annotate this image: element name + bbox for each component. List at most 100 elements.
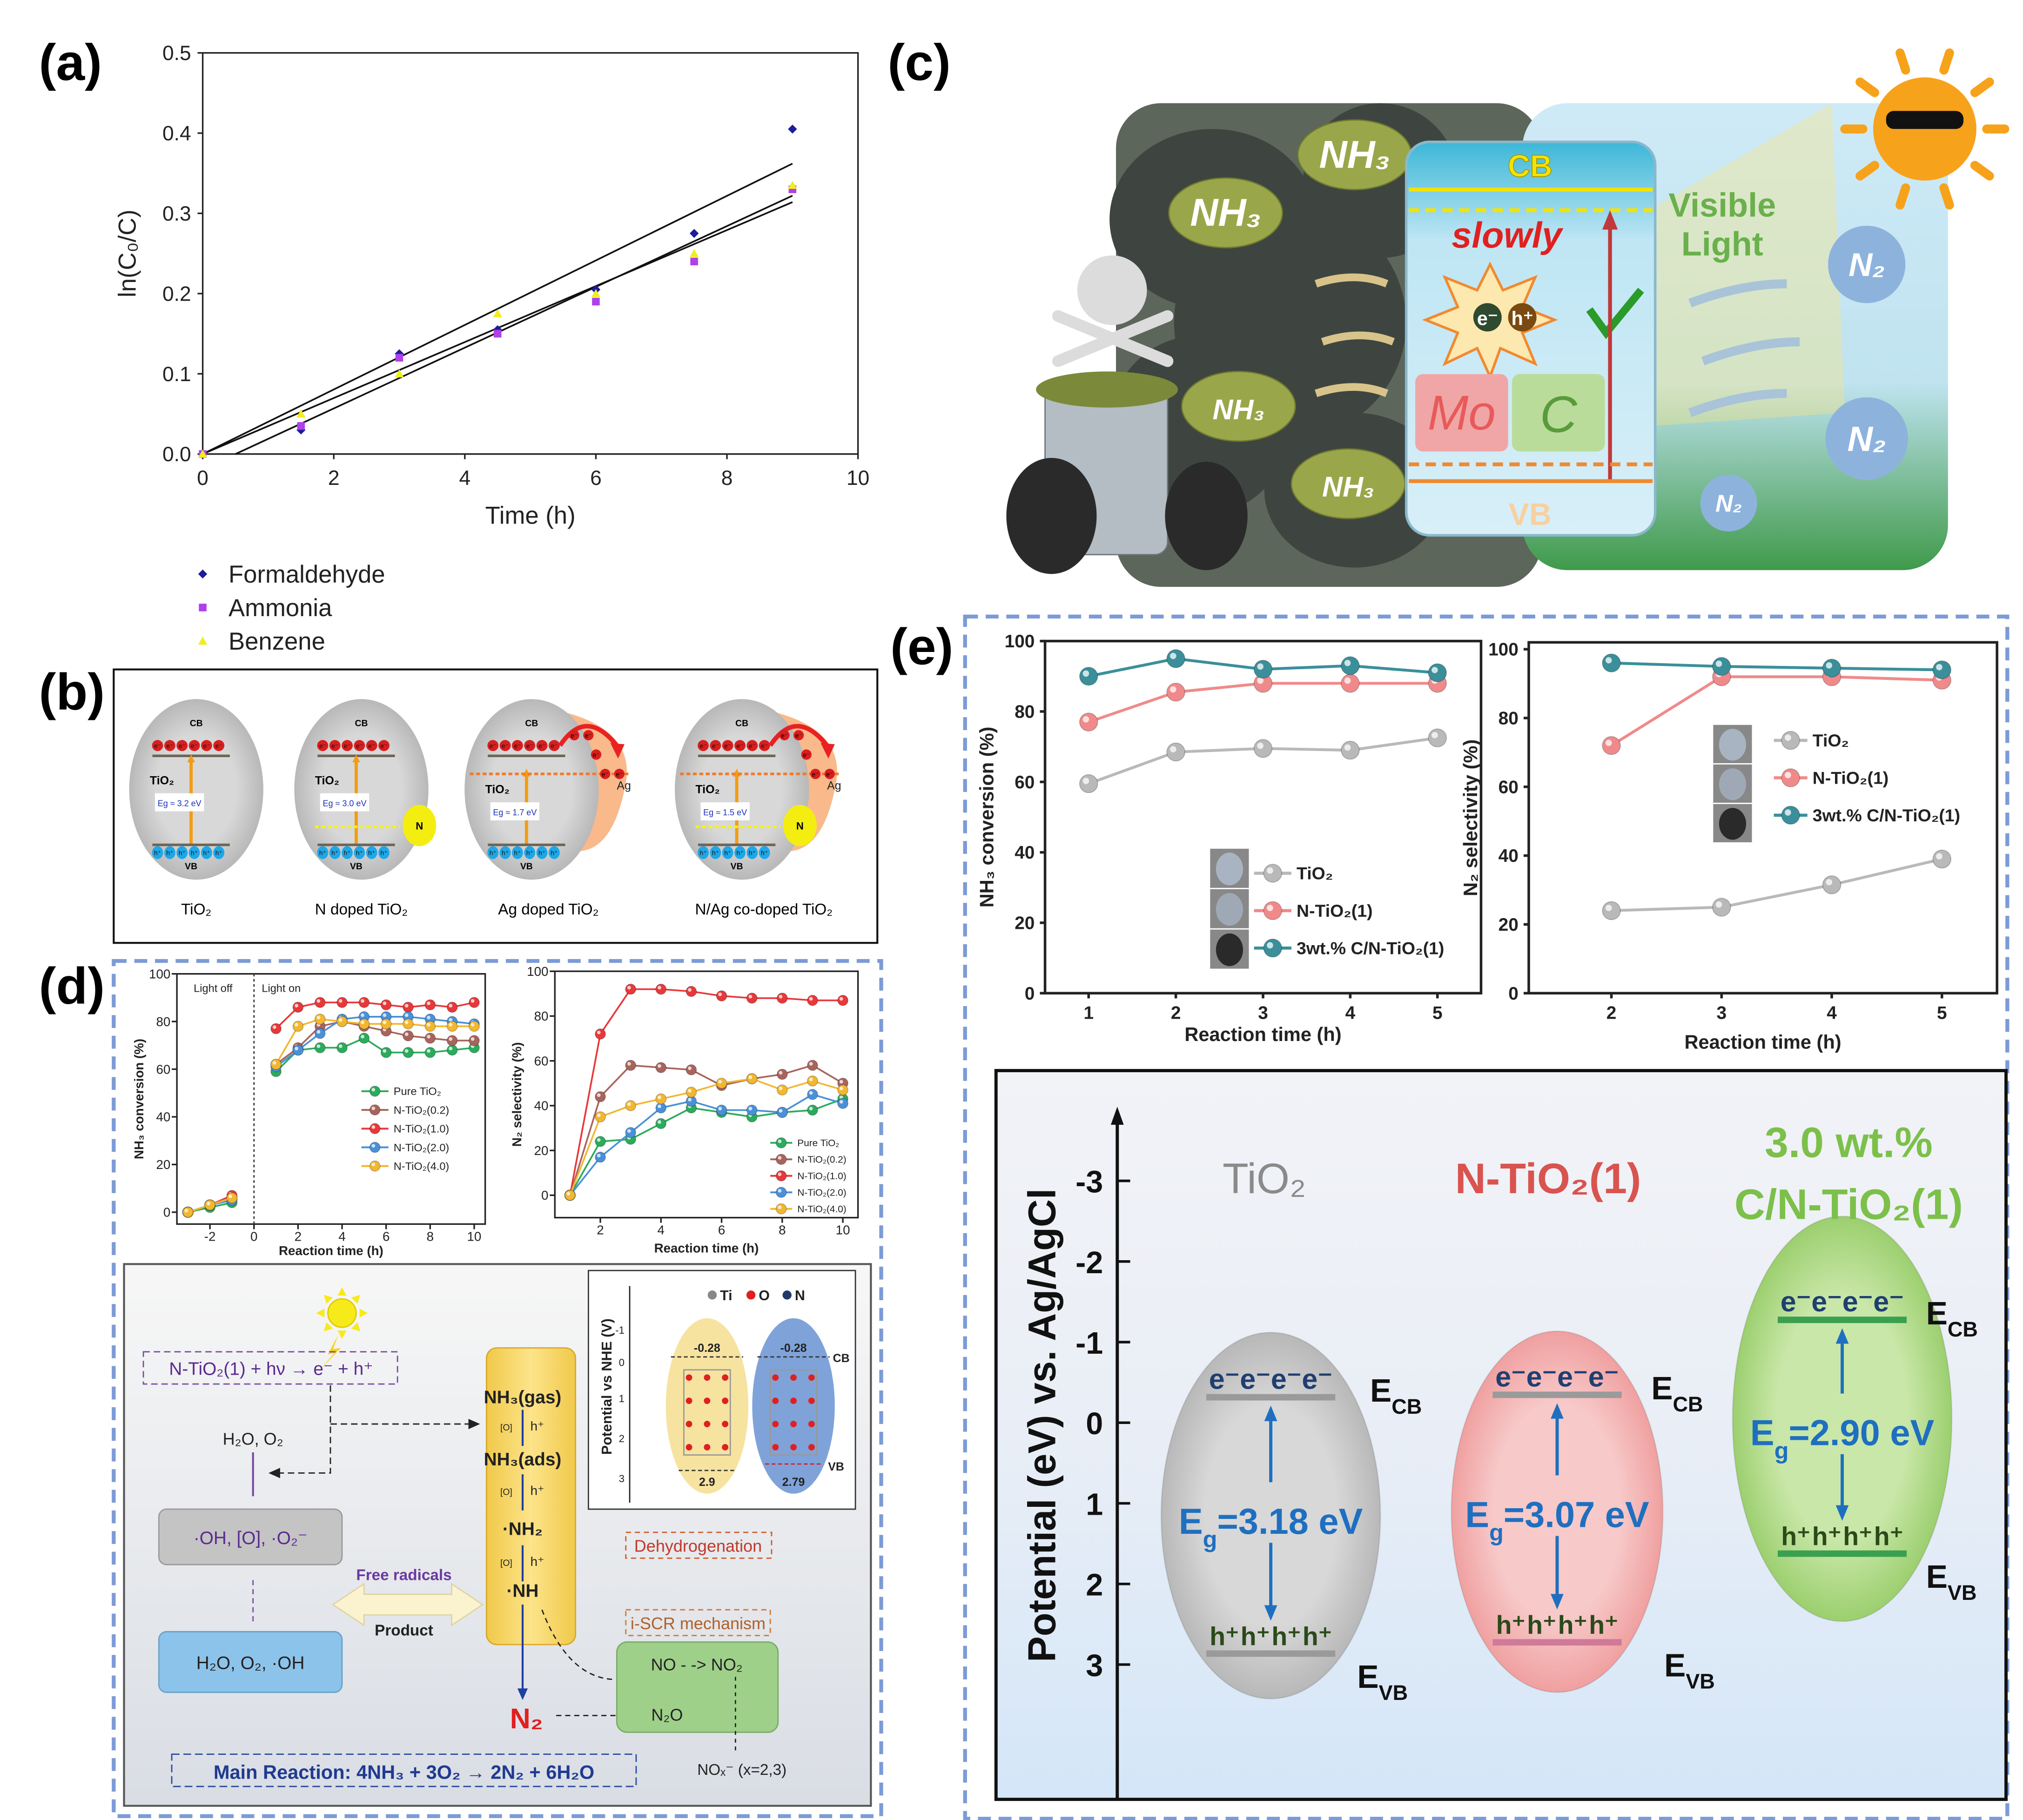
marker-body <box>625 983 637 995</box>
ecb-label-part: CB <box>1948 1317 1978 1341</box>
marker-highlight <box>295 1004 298 1007</box>
marker-highlight <box>272 1061 276 1065</box>
sun-ray <box>323 1295 333 1304</box>
source-box <box>158 1631 343 1693</box>
marker-highlight <box>316 1030 321 1034</box>
legend-marker <box>1263 939 1283 958</box>
panel-d-frame <box>112 959 883 1818</box>
marker-highlight <box>272 1025 276 1029</box>
o-atom <box>704 1374 711 1381</box>
hole-label: h⁺ <box>368 849 375 857</box>
excitation-equation: N-TiO₂(1) + hν → e⁻ + h⁺ <box>169 1359 373 1379</box>
x-tick-label: 6 <box>590 467 602 490</box>
legend-marker <box>775 1187 787 1198</box>
sun-ray <box>1895 48 1910 75</box>
marker-highlight <box>658 1095 661 1100</box>
o-atom <box>704 1421 711 1427</box>
double-arrow <box>332 1583 484 1627</box>
data-point <box>1341 656 1360 675</box>
cb-label: CB <box>833 1352 850 1365</box>
sun-ray <box>351 1322 361 1331</box>
plot-frame <box>1527 641 1998 995</box>
arrow-head-icon <box>610 743 625 759</box>
transferred-electron <box>583 730 594 741</box>
series-line <box>275 1037 475 1072</box>
data-point <box>686 1087 697 1098</box>
y-axis-label: Potential (eV) vs. Ag/AgCl <box>1021 1189 1064 1662</box>
cb-edge <box>1206 1394 1336 1401</box>
marker-body <box>1712 657 1731 676</box>
y-tick-label: 2 <box>1086 1568 1103 1603</box>
eg-label: Eg ≈ 3.2 eV <box>158 799 202 808</box>
radicals-box <box>158 1508 343 1565</box>
data-point <box>788 181 797 189</box>
data-point <box>424 999 436 1011</box>
o-atom <box>790 1397 797 1404</box>
panel-c-illustration: NH₃ NH₃ NH₃ NH₃ CB slowly e⁻ h⁺ Mo C VB VisibleLigh… <box>1006 48 2010 587</box>
marker-body <box>775 1203 787 1215</box>
vb-label: VB <box>350 861 363 872</box>
fit-line <box>235 195 793 455</box>
data-point <box>1428 728 1447 747</box>
marker-body <box>775 1137 787 1148</box>
electron-label: e⁻ <box>571 732 578 739</box>
hole <box>548 846 560 860</box>
marker-highlight <box>839 997 843 1001</box>
transferred-electron <box>614 768 625 779</box>
marker-highlight <box>627 1102 631 1106</box>
marker-highlight <box>449 1004 453 1007</box>
vb-label: VB <box>1509 497 1552 532</box>
o-atom <box>686 1397 692 1404</box>
crystal-lattice <box>683 1369 731 1456</box>
nh3-cloud <box>1181 370 1296 442</box>
marker-highlight <box>470 999 475 1003</box>
arrow-head-icon <box>352 754 360 763</box>
marker-body <box>369 1123 381 1135</box>
marker-highlight <box>658 986 661 990</box>
y-tick-label: 0 <box>1508 984 1519 1004</box>
marker-highlight <box>1257 677 1264 684</box>
data-point <box>403 1030 414 1041</box>
o-atom <box>686 1374 692 1381</box>
electron-transfer-arrow <box>768 724 829 747</box>
particle-ellipse <box>1160 1331 1381 1699</box>
hole <box>524 846 536 860</box>
marker-body <box>424 999 436 1011</box>
marker-highlight <box>383 1049 387 1053</box>
marker-highlight <box>778 1139 782 1143</box>
inset-y-label: Potential vs NHE (V) <box>599 1318 615 1455</box>
legend-label: 3wt.% C/N-TiO₂(1) <box>1813 806 1960 825</box>
gas-flow-arrow <box>1321 331 1395 346</box>
x-tick-label: 10 <box>467 1229 482 1243</box>
marker-highlight <box>470 1023 475 1027</box>
o-atom <box>722 1444 729 1451</box>
data-point <box>595 1028 606 1040</box>
marker-highlight <box>427 1049 430 1053</box>
electron-label: e⁻ <box>1873 1286 1904 1317</box>
ecb-label-part: CB <box>1391 1395 1422 1418</box>
marker-highlight <box>658 1064 661 1068</box>
arrow-head-icon <box>1264 1405 1277 1421</box>
marker-body <box>1166 742 1185 762</box>
y-tick-label: 80 <box>1499 709 1519 729</box>
x-tick-label: 2 <box>597 1223 604 1237</box>
marker-highlight <box>1170 746 1176 752</box>
vb-edge <box>1206 1650 1336 1657</box>
sun-ray <box>1855 161 1879 181</box>
y-tick-label: 0.3 <box>162 202 191 225</box>
marker-highlight <box>597 1030 601 1034</box>
hole <box>487 846 499 860</box>
marker-highlight <box>1936 853 1942 860</box>
marker-highlight <box>1715 901 1722 908</box>
marker-highlight <box>1785 809 1791 816</box>
data-point <box>595 1151 606 1163</box>
x-tick-label: -2 <box>204 1229 216 1243</box>
electron-label: e⁻ <box>1842 1286 1873 1317</box>
data-point <box>655 1118 667 1129</box>
light-label: Light <box>1681 226 1763 263</box>
marker-body <box>716 990 727 1002</box>
electron-label: e⁻ <box>344 742 351 750</box>
electron-label: e⁻ <box>781 732 788 739</box>
source-label: H₂O, O₂, ·OH <box>196 1653 305 1673</box>
data-point <box>358 997 370 1008</box>
